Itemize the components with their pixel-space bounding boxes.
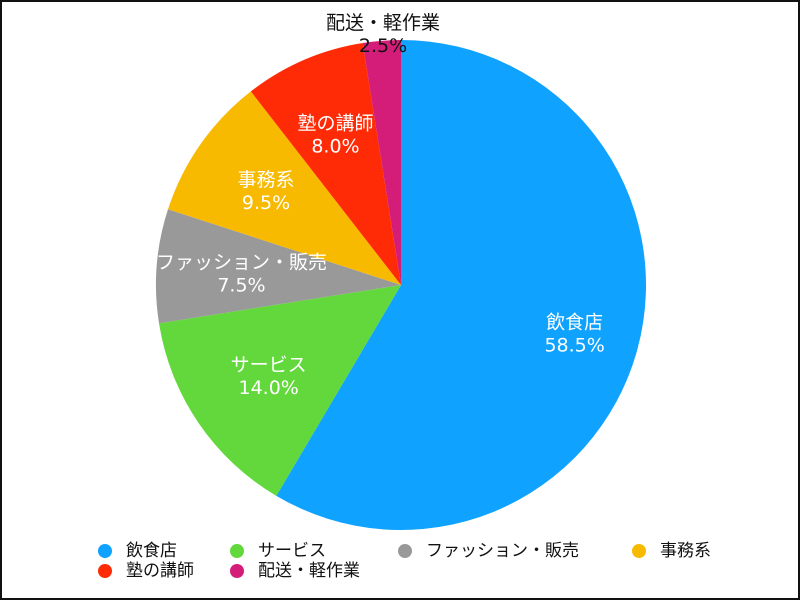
legend-label: ファッション・販売 [426,541,579,561]
pie-slice-5 [250,43,401,285]
slice-value-label-6: 2.5% [359,35,407,57]
slice-label-3: ファッション・販売 [156,251,327,273]
legend-label: 配送・軽作業 [258,561,360,581]
pie-slice-6 [362,40,401,285]
legend-label: 塾の講師 [126,561,194,581]
legend-label: 事務系 [660,541,711,561]
legend-label: 飲食店 [126,541,177,561]
slice-label-6: 配送・軽作業 [326,12,440,34]
legend-swatch-icon [98,544,112,558]
slice-value-label-4: 9.5% [242,192,290,214]
slice-value-label-1: 58.5% [544,334,604,356]
legend-item-4: 事務系 [632,541,738,561]
slice-label-5: 塾の講師 [297,113,373,135]
legend-label: サービス [258,541,326,561]
slice-value-label-5: 8.0% [311,136,359,158]
slice-label-4: 事務系 [237,169,294,191]
legend-swatch-icon [98,564,112,578]
legend-swatch-icon [632,544,646,558]
legend-swatch-icon [398,544,412,558]
slice-value-label-2: 14.0% [238,377,298,399]
legend-item-1: 飲食店 [98,541,230,561]
pie-slices [156,40,647,530]
pie-slice-4 [167,91,401,286]
slice-label-1: 飲食店 [546,311,603,333]
legend-item-5: 塾の講師 [98,561,230,581]
legend-item-3: ファッション・販売 [398,541,632,561]
legend-item-6: 配送・軽作業 [230,561,398,581]
slice-value-label-3: 7.5% [217,274,265,296]
slice-label-2: サービス [231,354,307,376]
pie-slice-1 [276,40,647,530]
legend-swatch-icon [230,544,244,558]
legend-item-2: サービス [230,541,398,561]
legend-swatch-icon [230,564,244,578]
pie-slice-2 [159,285,401,496]
legend: 飲食店 サービス ファッション・販売 事務系塾の講師 配送・軽作業 [98,541,738,581]
pie-slice-3 [156,209,401,324]
